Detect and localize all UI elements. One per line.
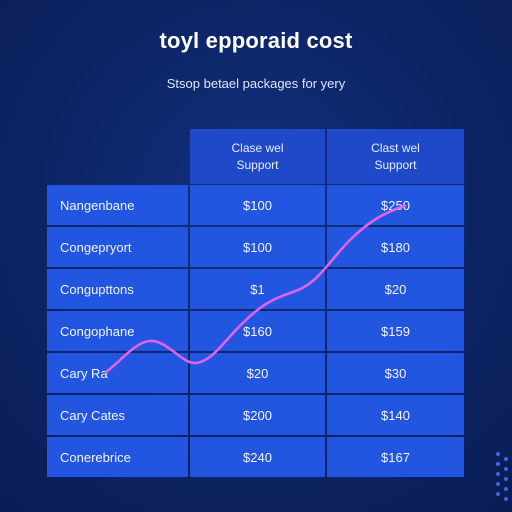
price-cell: $240 <box>190 437 325 477</box>
chart-title: toyl epporaid cost <box>159 28 353 53</box>
price-cell: $20 <box>327 269 464 309</box>
price-cell: $20 <box>190 353 325 393</box>
column-header-2: Clast wel Support <box>327 129 464 184</box>
row-label: Nangenbane <box>47 185 188 225</box>
row-label: Conerebrice <box>47 437 188 477</box>
price-cell: $167 <box>327 437 464 477</box>
chart-subtitle: Stsop betael packages for yery <box>166 76 346 91</box>
row-label: Congepryort <box>47 227 188 267</box>
price-cell: $30 <box>327 353 464 393</box>
price-cell: $100 <box>190 227 325 267</box>
price-cell: $159 <box>327 311 464 351</box>
price-cell: $1 <box>190 269 325 309</box>
row-label: Cary Ra <box>47 353 188 393</box>
decorative-dots <box>496 452 510 508</box>
price-cell: $100 <box>190 185 325 225</box>
price-cell: $140 <box>327 395 464 435</box>
row-label: Congophane <box>47 311 188 351</box>
column-header-1: Clase wel Support <box>190 129 325 184</box>
price-cell: $250 <box>327 185 464 225</box>
price-cell: $200 <box>190 395 325 435</box>
row-label: Congupttons <box>47 269 188 309</box>
row-label: Cary Cates <box>47 395 188 435</box>
price-cell: $160 <box>190 311 325 351</box>
price-cell: $180 <box>327 227 464 267</box>
